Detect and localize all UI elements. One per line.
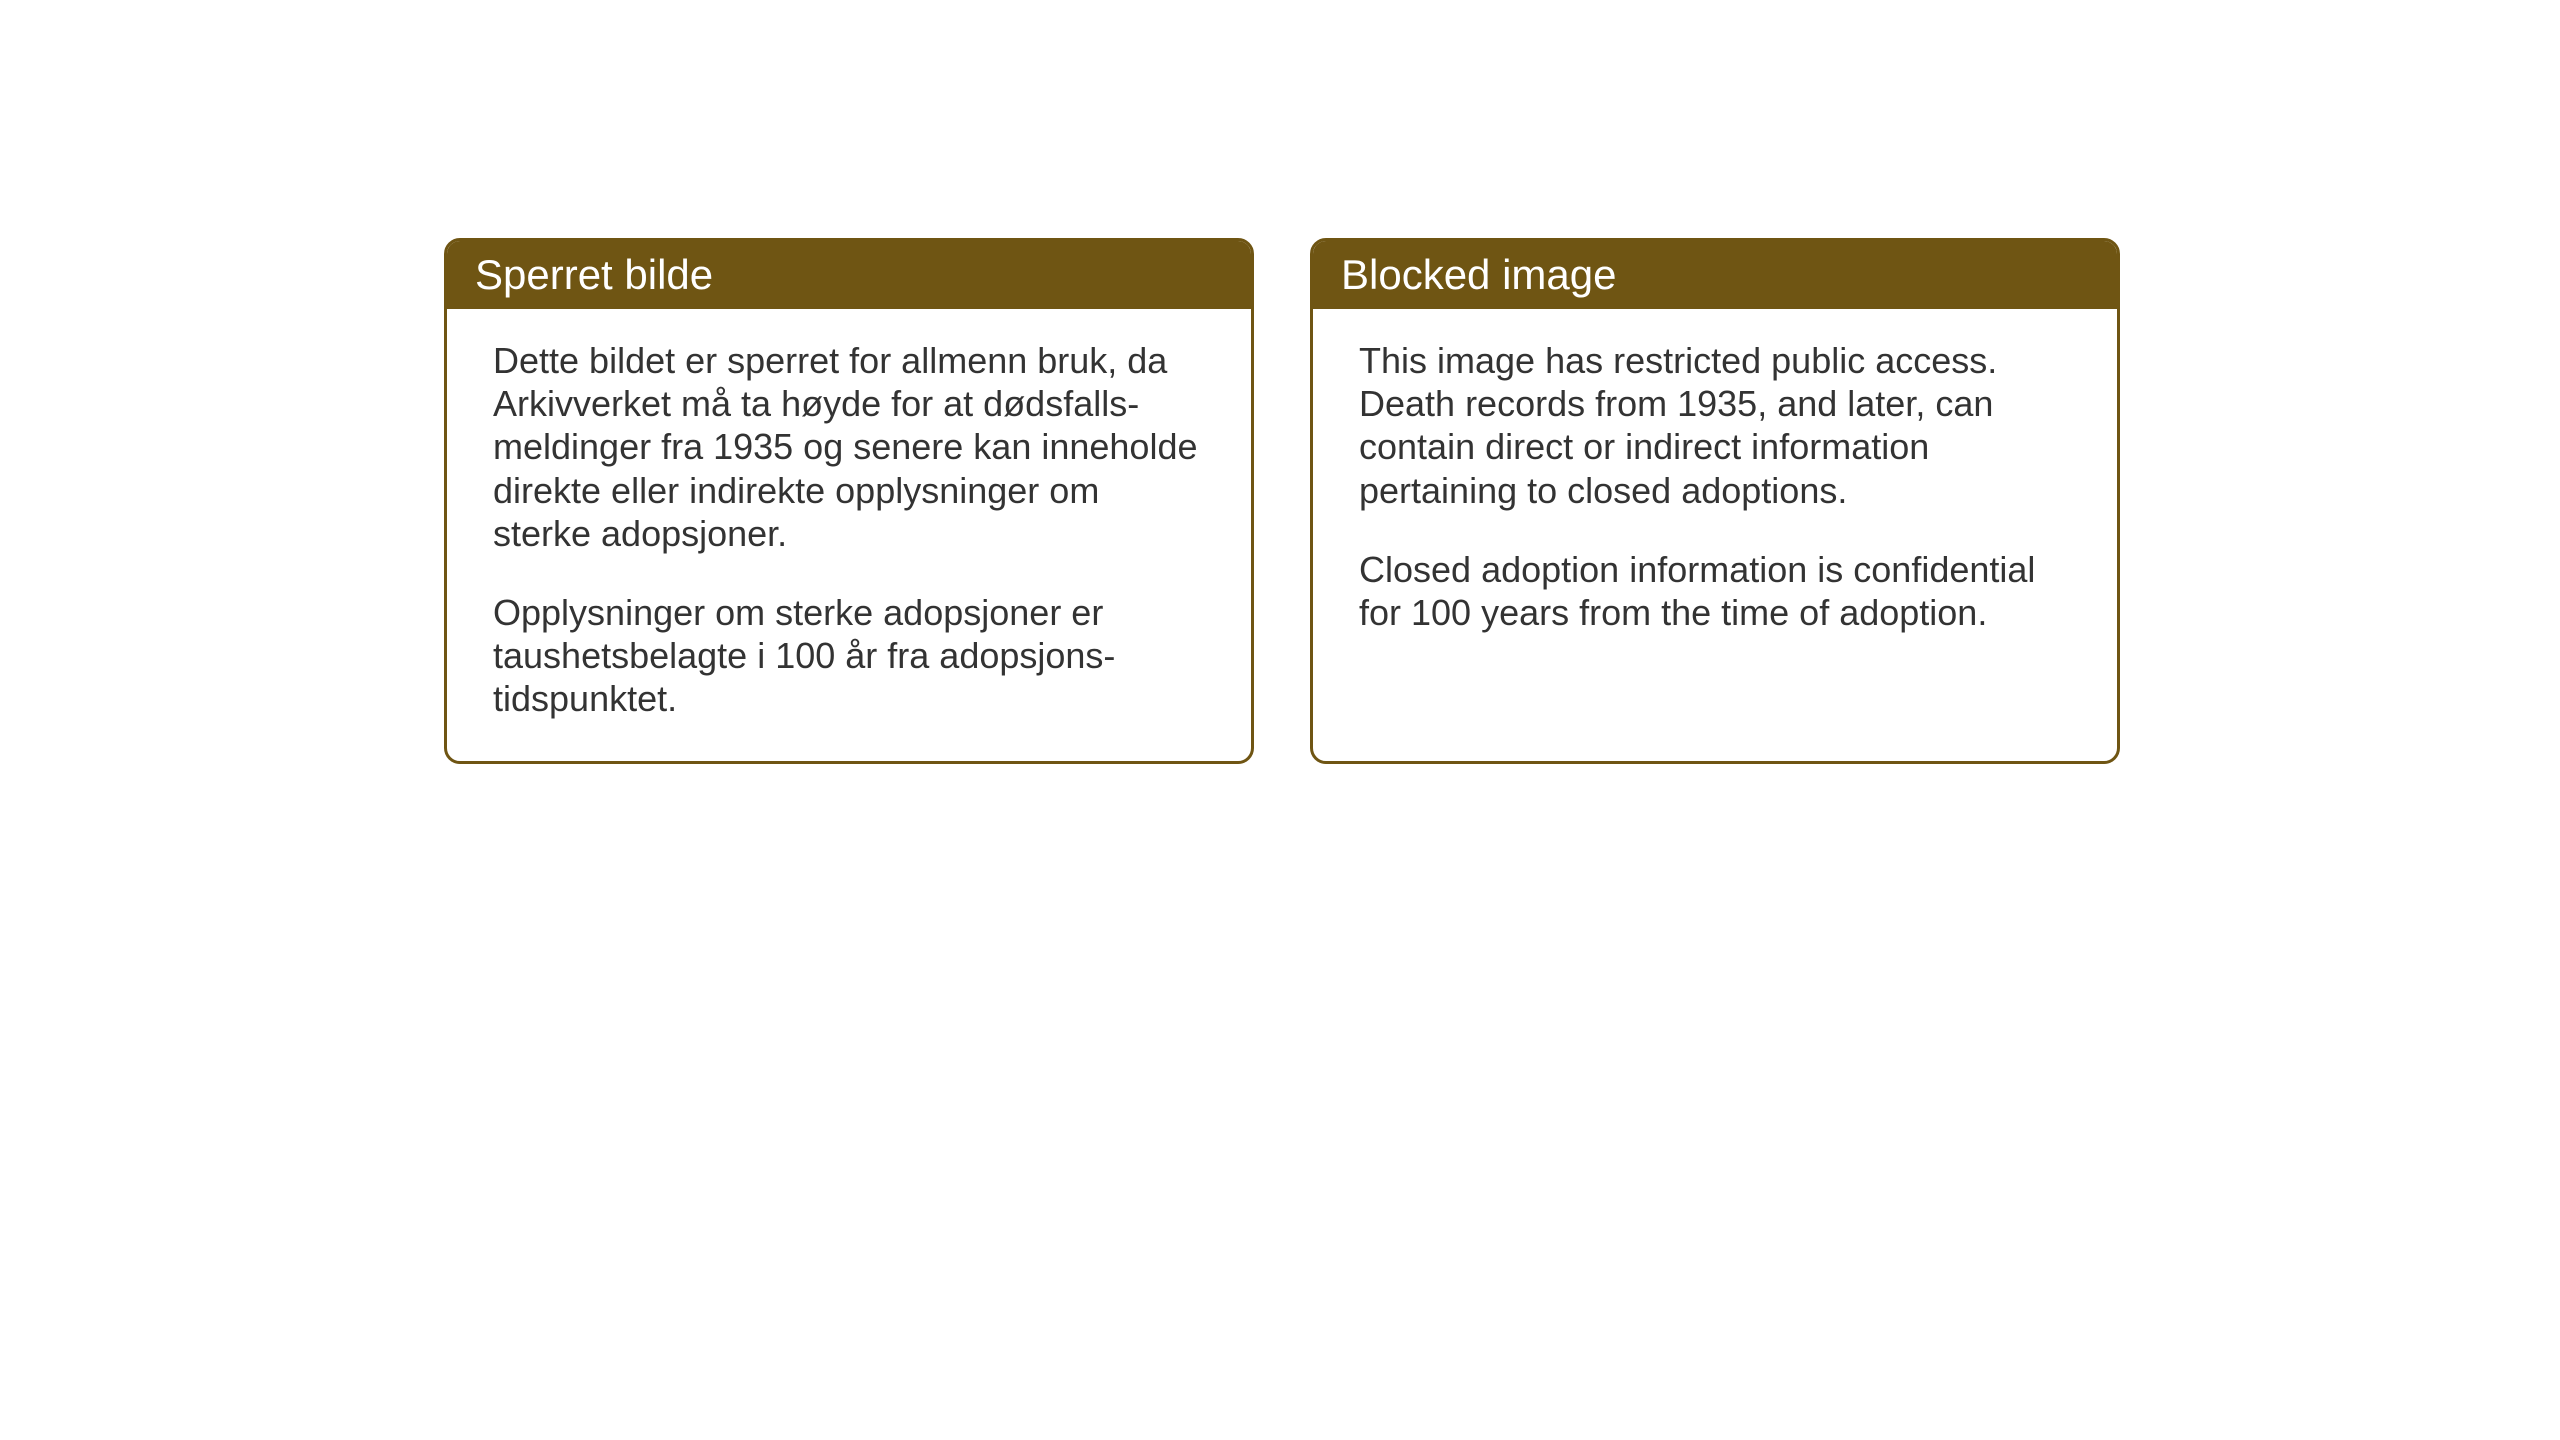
card-header-norwegian: Sperret bilde [447, 241, 1251, 309]
notice-container: Sperret bilde Dette bildet er sperret fo… [444, 238, 2120, 764]
paragraph-1-english: This image has restricted public access.… [1359, 339, 2071, 512]
paragraph-2-english: Closed adoption information is confident… [1359, 548, 2071, 634]
card-body-english: This image has restricted public access.… [1313, 309, 2117, 674]
card-title-norwegian: Sperret bilde [475, 251, 713, 298]
card-title-english: Blocked image [1341, 251, 1616, 298]
paragraph-1-norwegian: Dette bildet er sperret for allmenn bruk… [493, 339, 1205, 555]
notice-card-norwegian: Sperret bilde Dette bildet er sperret fo… [444, 238, 1254, 764]
card-header-english: Blocked image [1313, 241, 2117, 309]
card-body-norwegian: Dette bildet er sperret for allmenn bruk… [447, 309, 1251, 761]
paragraph-2-norwegian: Opplysninger om sterke adopsjoner er tau… [493, 591, 1205, 721]
notice-card-english: Blocked image This image has restricted … [1310, 238, 2120, 764]
